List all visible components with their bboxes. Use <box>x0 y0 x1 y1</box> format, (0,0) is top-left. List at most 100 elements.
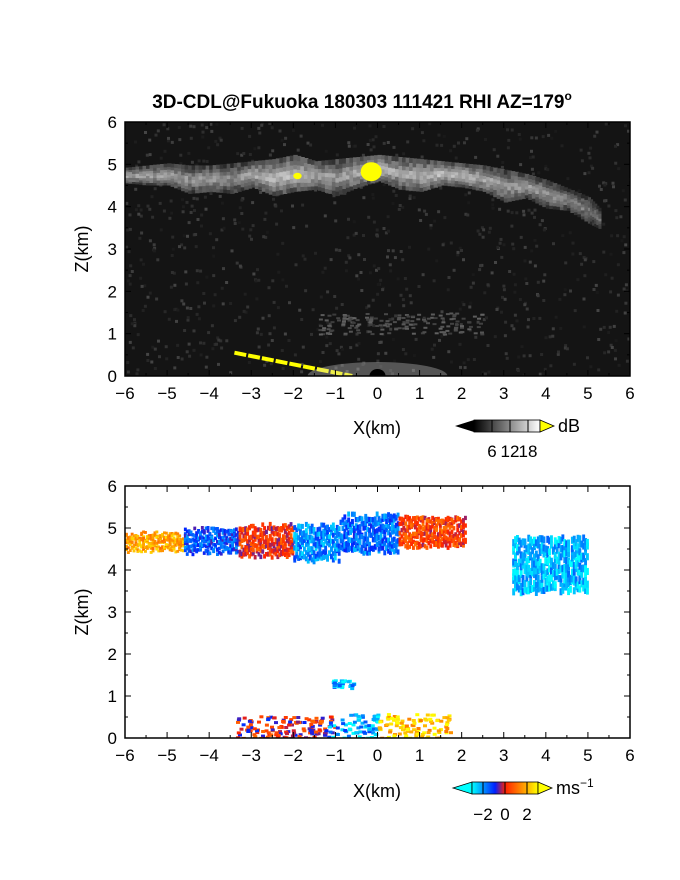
x-tick-label: 0 <box>373 746 382 765</box>
faint-layer-pixel <box>330 329 335 332</box>
cloud-pixel <box>486 179 491 184</box>
cloud-pixel <box>451 171 456 175</box>
velocity-pixel <box>349 713 354 717</box>
noise-pixel <box>474 155 478 159</box>
velocity-pixel <box>582 552 586 560</box>
noise-pixel <box>544 336 548 340</box>
velocity-pixel <box>343 528 347 535</box>
velocity-pixel <box>546 558 550 566</box>
noise-pixel <box>530 136 534 140</box>
noise-pixel <box>193 209 196 212</box>
noise-pixel <box>417 285 421 288</box>
noise-pixel <box>192 329 196 333</box>
velocity-pixel <box>546 535 550 543</box>
cloud-pixel <box>184 171 190 176</box>
velocity-pixel <box>261 535 265 540</box>
cloud-pixel <box>167 171 172 175</box>
velocity-pixel <box>368 550 371 556</box>
noise-pixel <box>225 281 229 284</box>
velocity-pixel <box>340 685 345 688</box>
cloud-pixel <box>128 169 133 173</box>
cloud-pixel <box>405 181 411 187</box>
cloud-pixel <box>230 170 235 176</box>
cloud-pixel <box>514 189 519 194</box>
noise-pixel <box>371 193 375 196</box>
noise-pixel <box>392 145 396 149</box>
velocity-pixel <box>452 520 456 525</box>
cloud-pixel <box>209 168 214 173</box>
noise-pixel <box>503 297 507 301</box>
velocity-pixel <box>521 552 525 560</box>
cloud-pixel <box>212 178 218 183</box>
noise-pixel <box>543 273 547 277</box>
cloud-pixel <box>125 167 130 171</box>
noise-pixel <box>199 341 202 345</box>
velocity-pixel <box>259 548 263 553</box>
velocity-pixel <box>576 553 580 561</box>
cloud-pixel <box>405 185 411 191</box>
noise-pixel <box>162 209 166 213</box>
velocity-pixel <box>394 539 398 545</box>
noise-pixel <box>520 345 524 349</box>
velocity-pixel <box>298 733 303 737</box>
velocity-pixel <box>268 551 272 557</box>
x-tick-label: 4 <box>541 384 550 403</box>
cloud-pixel <box>507 185 512 191</box>
faint-layer-pixel <box>384 313 388 316</box>
velocity-pixel <box>253 526 257 531</box>
cloud-pixel <box>370 155 375 160</box>
velocity-pixel <box>195 539 199 543</box>
noise-pixel <box>204 207 208 211</box>
noise-pixel <box>171 235 175 239</box>
noise-pixel <box>183 329 187 332</box>
cloud-pixel <box>531 188 537 193</box>
velocity-pixel <box>536 541 540 549</box>
cloud-pixel <box>307 185 312 191</box>
noise-pixel <box>617 167 621 171</box>
noise-pixel <box>512 247 516 251</box>
noise-pixel <box>352 373 356 376</box>
cloud-pixel <box>542 199 547 204</box>
velocity-pixel <box>448 531 452 536</box>
noise-pixel <box>167 317 171 321</box>
velocity-pixel <box>401 724 406 728</box>
velocity-pixel <box>244 547 248 552</box>
noise-pixel <box>466 358 470 362</box>
cloud-pixel <box>219 167 225 173</box>
velocity-pixel <box>559 553 563 561</box>
cloud-pixel <box>279 157 284 164</box>
velocity-pixel <box>512 568 516 576</box>
velocity-pixel <box>394 547 398 554</box>
noise-pixel <box>334 248 338 252</box>
velocity-pixel <box>435 517 438 522</box>
cloud-pixel <box>195 168 200 174</box>
cloud-pixel <box>188 189 193 194</box>
cloud-pixel <box>146 175 151 179</box>
velocity-pixel <box>341 680 346 684</box>
velocity-pixel <box>176 532 180 536</box>
velocity-pixel <box>422 731 427 735</box>
velocity-pixel <box>144 545 147 549</box>
noise-pixel <box>542 279 546 283</box>
noise-pixel <box>146 295 150 299</box>
velocity-pixel <box>431 515 435 521</box>
velocity-pixel <box>412 545 415 550</box>
cloud-pixel <box>149 169 154 174</box>
cloud-pixel <box>275 167 281 173</box>
velocity-pixel <box>333 536 337 542</box>
velocity-pixel <box>193 534 197 538</box>
velocity-pixel <box>576 581 580 589</box>
velocity-pixel <box>540 568 544 576</box>
noise-pixel <box>532 317 536 320</box>
velocity-pixel <box>292 731 297 735</box>
cloud-pixel <box>405 161 411 167</box>
velocity-pixel <box>521 588 525 596</box>
velocity-pixel <box>210 546 214 551</box>
velocity-pixel <box>157 545 161 549</box>
noise-pixel <box>271 279 275 283</box>
noise-pixel <box>382 125 386 128</box>
cloud-pixel <box>353 172 358 178</box>
cloud-pixel <box>233 188 239 193</box>
velocity-pixel <box>236 549 240 554</box>
velocity-pixel <box>440 518 444 523</box>
